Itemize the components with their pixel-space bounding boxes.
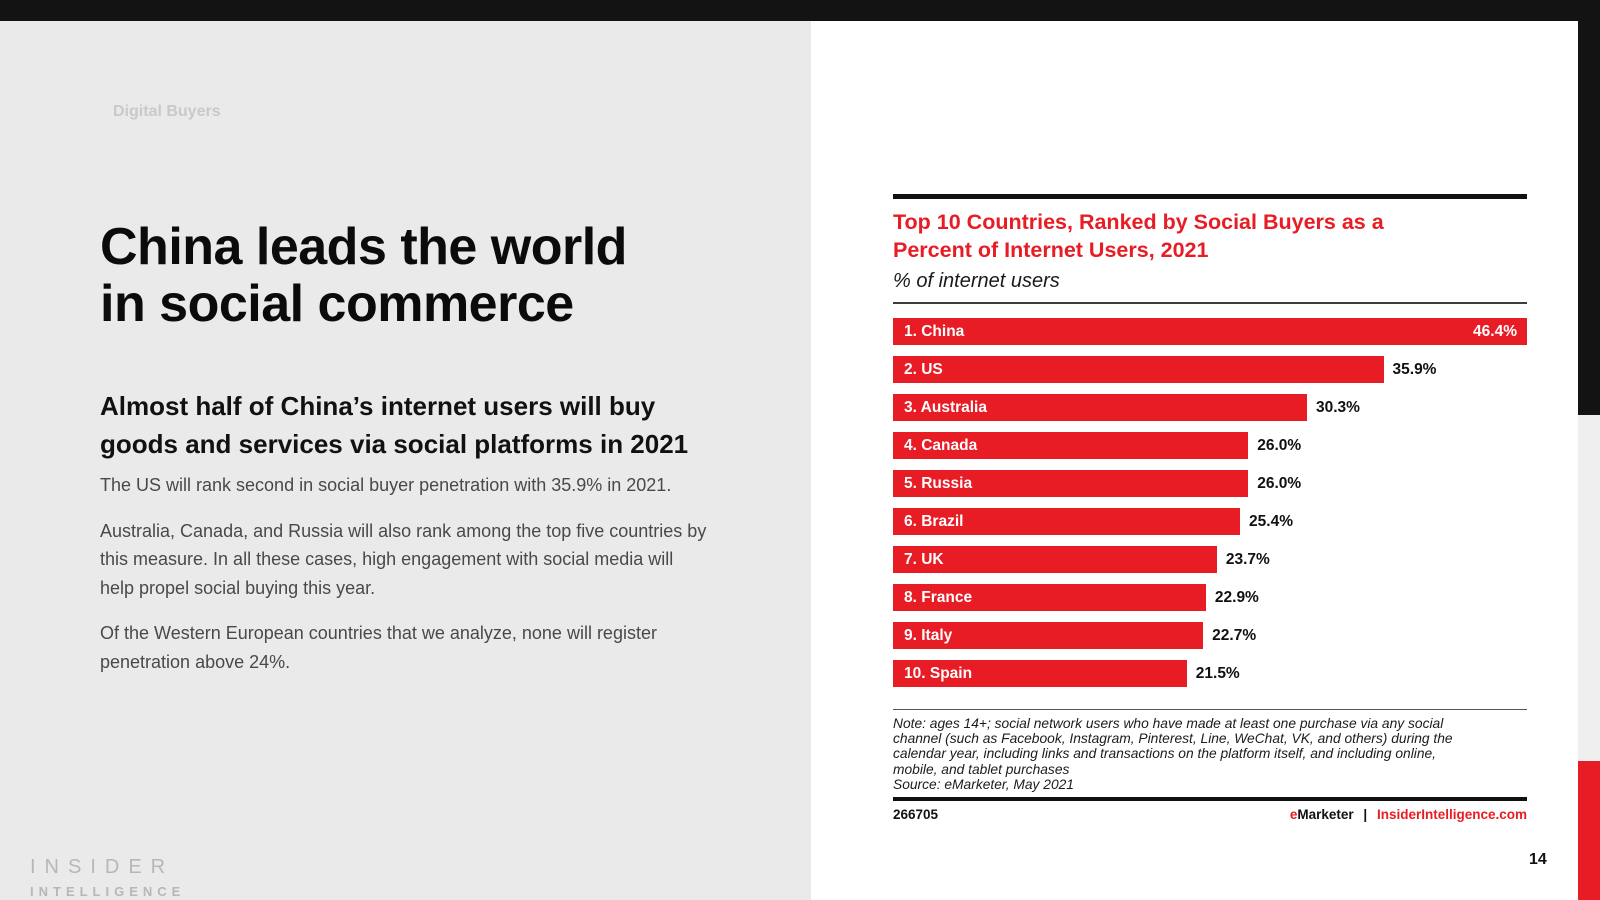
body-paragraph-1: The US will rank second in social buyer … xyxy=(100,475,672,495)
bar-value-label: 22.9% xyxy=(1214,588,1259,606)
body-paragraph-2: Australia, Canada, and Russia will also … xyxy=(100,520,707,598)
chart-source: Source: eMarketer, May 2021 xyxy=(893,776,1074,792)
bar-value-label: 26.0% xyxy=(1257,436,1302,454)
chart-header-rule xyxy=(893,302,1527,304)
bar-uk: 7. UK xyxy=(893,546,1217,573)
bar-value-label: 22.7% xyxy=(1212,626,1257,644)
chart-title-line-2: Percent of Internet Users, 2021 xyxy=(893,238,1209,262)
section-label: Digital Buyers xyxy=(113,103,221,120)
chart-bottom-rule xyxy=(893,797,1527,802)
note-line-3: calendar year, including links and trans… xyxy=(893,746,1437,762)
bar-value-label: 25.4% xyxy=(1249,512,1293,530)
bar-russia: 5. Russia xyxy=(893,470,1249,497)
logo-line-intelligence: INTELLIGENCE xyxy=(30,884,186,899)
bar-china: 1. China 46.4% xyxy=(893,318,1527,345)
brand-emarketer-marketer: Marketer xyxy=(1297,807,1354,823)
bar-row: 5. Russia 26.0% xyxy=(893,470,1527,497)
chart-footer: 266705 eMarketer | InsiderIntelligence.c… xyxy=(893,807,1527,822)
edge-strip-black-segment xyxy=(1578,0,1600,415)
bar-brazil: 6. Brazil xyxy=(893,508,1241,535)
bar-value-label: 35.9% xyxy=(1392,360,1437,378)
bar-row: 2. US 35.9% xyxy=(893,356,1527,383)
bar-row: 6. Brazil 25.4% xyxy=(893,508,1527,535)
bar-row: 3. Australia 30.3% xyxy=(893,394,1527,421)
edge-strip-red-segment xyxy=(1578,761,1600,900)
slide-subtitle-line-2: goods and services via social platforms … xyxy=(100,429,689,459)
bar-category-label: 10. Spain xyxy=(904,664,973,682)
brand-footer: eMarketer | InsiderIntelligence.com xyxy=(1290,807,1527,822)
bar-value-label: 21.5% xyxy=(1195,664,1240,682)
brand-emarketer-e: e xyxy=(1289,807,1298,823)
edge-strip-gray-segment xyxy=(1578,415,1600,761)
bar-value-label: 23.7% xyxy=(1225,550,1270,568)
bar-row: 4. Canada 26.0% xyxy=(893,432,1527,459)
bar-canada: 4. Canada xyxy=(893,432,1249,459)
bar-category-label: 1. China xyxy=(904,322,965,340)
bar-category-label: 9. Italy xyxy=(904,626,953,644)
top-bar xyxy=(0,0,1600,21)
chart-top-rule xyxy=(893,194,1527,199)
bar-category-label: 5. Russia xyxy=(904,474,973,492)
note-rule xyxy=(893,709,1527,710)
chart-note: Note: ages 14+; social network users who… xyxy=(893,716,1527,792)
right-edge-strip xyxy=(1578,0,1600,900)
chart-title-line-1: Top 10 Countries, Ranked by Social Buyer… xyxy=(893,210,1384,234)
bar-italy: 9. Italy xyxy=(893,622,1204,649)
note-line-1: Note: ages 14+; social network users who… xyxy=(893,716,1444,731)
bar-category-label: 7. UK xyxy=(904,550,944,568)
bar-row: 1. China 46.4% xyxy=(893,318,1527,345)
bar-australia: 3. Australia xyxy=(893,394,1307,421)
slide-title-line-2: in social commerce xyxy=(100,275,574,333)
bar-row: 7. UK 23.7% xyxy=(893,546,1527,573)
brand-separator: | xyxy=(1363,807,1368,823)
insider-intelligence-logo: INSIDER INTELLIGENCE xyxy=(30,856,185,899)
page-number: 14 xyxy=(1529,851,1547,868)
bar-category-label: 2. US xyxy=(904,360,943,378)
slide-title-line-1: China leads the world xyxy=(100,218,627,276)
chart-unit-label: % of internet users xyxy=(893,270,1060,292)
slide-title: China leads the world in social commerce xyxy=(100,219,627,333)
note-line-2: channel (such as Facebook, Instagram, Pi… xyxy=(893,731,1453,747)
chart-content: Top 10 Countries, Ranked by Social Buyer… xyxy=(893,194,1527,822)
chart-title: Top 10 Countries, Ranked by Social Buyer… xyxy=(893,208,1527,264)
slide-subtitle: Almost half of China’s internet users wi… xyxy=(100,387,688,463)
bar-row: 10. Spain 21.5% xyxy=(893,660,1527,687)
bar-value-label: 46.4% xyxy=(1473,322,1517,340)
bar-chart: 1. China 46.4% 2. US 35.9% 3. Australia 30.3%… xyxy=(893,318,1527,687)
bar-france: 8. France xyxy=(893,584,1206,611)
bar-category-label: 4. Canada xyxy=(904,436,978,454)
bar-spain: 10. Spain xyxy=(893,660,1187,687)
bar-us: 2. US xyxy=(893,356,1384,383)
logo-line-insider: INSIDER xyxy=(30,856,175,878)
left-text-panel: Digital Buyers China leads the world in … xyxy=(0,21,811,900)
brand-site-link[interactable]: InsiderIntelligence.com xyxy=(1376,807,1527,823)
bar-value-label: 30.3% xyxy=(1316,398,1360,416)
body-copy: The US will rank second in social buyer … xyxy=(100,471,712,693)
bar-row: 8. France 22.9% xyxy=(893,584,1527,611)
chart-panel: Top 10 Countries, Ranked by Social Buyer… xyxy=(811,21,1578,900)
bar-category-label: 6. Brazil xyxy=(904,512,964,530)
body-paragraph-3: Of the Western European countries that w… xyxy=(100,623,657,672)
bar-value-label: 26.0% xyxy=(1257,474,1302,492)
note-line-4: mobile, and tablet purchases xyxy=(893,761,1070,777)
slide-subtitle-line-1: Almost half of China’s internet users wi… xyxy=(100,391,656,421)
bar-row: 9. Italy 22.7% xyxy=(893,622,1527,649)
chart-id: 266705 xyxy=(893,807,939,823)
bar-category-label: 8. France xyxy=(904,588,973,606)
bar-category-label: 3. Australia xyxy=(904,398,987,416)
